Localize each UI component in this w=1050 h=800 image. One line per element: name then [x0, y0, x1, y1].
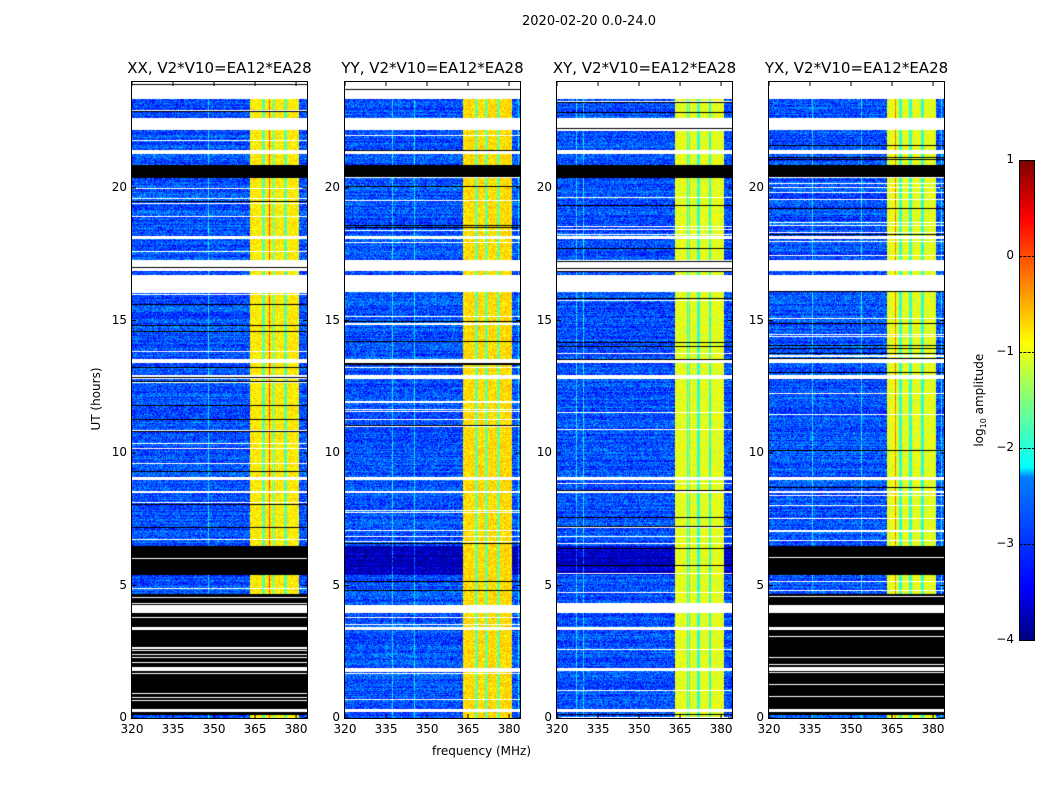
figure-title: 2020-02-20 0.0-24.0 [522, 14, 656, 29]
y-tick-label: 0 [332, 710, 340, 724]
y-tick-label: 5 [756, 577, 764, 592]
x-tick-label: 380 [921, 722, 945, 736]
heatmap-image [345, 82, 520, 718]
y-tick-label: 20 [324, 180, 340, 194]
colorbar-tick-label: 0 [1006, 248, 1014, 262]
panel-title: YY, V2*V10=EA12*EA28 [341, 59, 524, 77]
colorbar-tick-mark [1019, 544, 1035, 545]
x-tick-label: 320 [757, 722, 781, 736]
x-tick-label: 320 [333, 722, 357, 736]
heatmap-panel [556, 81, 733, 719]
x-tick-label: 350 [627, 722, 651, 736]
colorbar-tick-label: −3 [996, 536, 1014, 550]
colorbar-tick-mark [1019, 352, 1035, 353]
heatmap-panel [768, 81, 945, 719]
y-tick-label: 15 [536, 312, 552, 327]
heatmap-panel [131, 81, 308, 719]
y-axis-label: UT (hours) [89, 367, 103, 431]
y-tick-label: 10 [748, 445, 764, 459]
x-tick-label: 320 [120, 722, 144, 736]
heatmap-image [769, 82, 944, 718]
colorbar-label: log10 amplitude [971, 353, 989, 447]
y-tick-label: 0 [756, 710, 764, 724]
y-tick-label: 5 [544, 577, 552, 592]
y-tick-label: 10 [111, 445, 127, 459]
colorbar-tick-label: 1 [1006, 152, 1014, 166]
panel-title: XX, V2*V10=EA12*EA28 [127, 59, 312, 77]
x-tick-label: 380 [709, 722, 733, 736]
y-tick-label: 20 [536, 180, 552, 194]
y-tick-label: 5 [332, 577, 340, 592]
x-tick-label: 335 [798, 722, 822, 736]
colorbar-tick-mark [1019, 640, 1035, 641]
y-tick-label: 5 [119, 577, 127, 592]
colorbar [1019, 160, 1035, 641]
panel-title: XY, V2*V10=EA12*EA28 [552, 59, 737, 77]
x-tick-label: 365 [243, 722, 267, 736]
y-tick-label: 15 [324, 312, 340, 327]
x-tick-label: 350 [202, 722, 226, 736]
y-tick-label: 15 [748, 312, 764, 327]
axis-ticks [768, 81, 945, 719]
axis-ticks [131, 81, 308, 719]
panel-title: YX, V2*V10=EA12*EA28 [764, 59, 949, 77]
y-tick-label: 20 [748, 180, 764, 194]
heatmap-image [557, 82, 732, 718]
x-tick-label: 365 [668, 722, 692, 736]
y-tick-label: 10 [536, 445, 552, 459]
x-tick-label: 320 [545, 722, 569, 736]
y-tick-label: 20 [111, 180, 127, 194]
heatmap-image [132, 82, 307, 718]
x-tick-label: 365 [880, 722, 904, 736]
y-tick-label: 0 [119, 710, 127, 724]
x-tick-label: 350 [839, 722, 863, 736]
colorbar-tick-mark [1019, 448, 1035, 449]
heatmap-panel [344, 81, 521, 719]
axis-ticks [344, 81, 521, 719]
colorbar-tick-label: −1 [996, 344, 1014, 358]
y-tick-label: 10 [324, 445, 340, 459]
colorbar-tick-label: −4 [996, 632, 1014, 646]
x-tick-label: 380 [497, 722, 521, 736]
x-tick-label: 350 [415, 722, 439, 736]
x-tick-label: 335 [586, 722, 610, 736]
y-tick-label: 0 [544, 710, 552, 724]
axis-ticks [556, 81, 733, 719]
x-tick-label: 335 [374, 722, 398, 736]
colorbar-tick-mark [1019, 160, 1035, 161]
colorbar-tick-label: −2 [996, 440, 1014, 454]
x-axis-label: frequency (MHz) [432, 744, 532, 758]
x-tick-label: 365 [456, 722, 480, 736]
y-tick-label: 15 [111, 312, 127, 327]
x-tick-label: 380 [284, 722, 308, 736]
colorbar-tick-mark [1019, 256, 1035, 257]
x-tick-label: 335 [161, 722, 185, 736]
